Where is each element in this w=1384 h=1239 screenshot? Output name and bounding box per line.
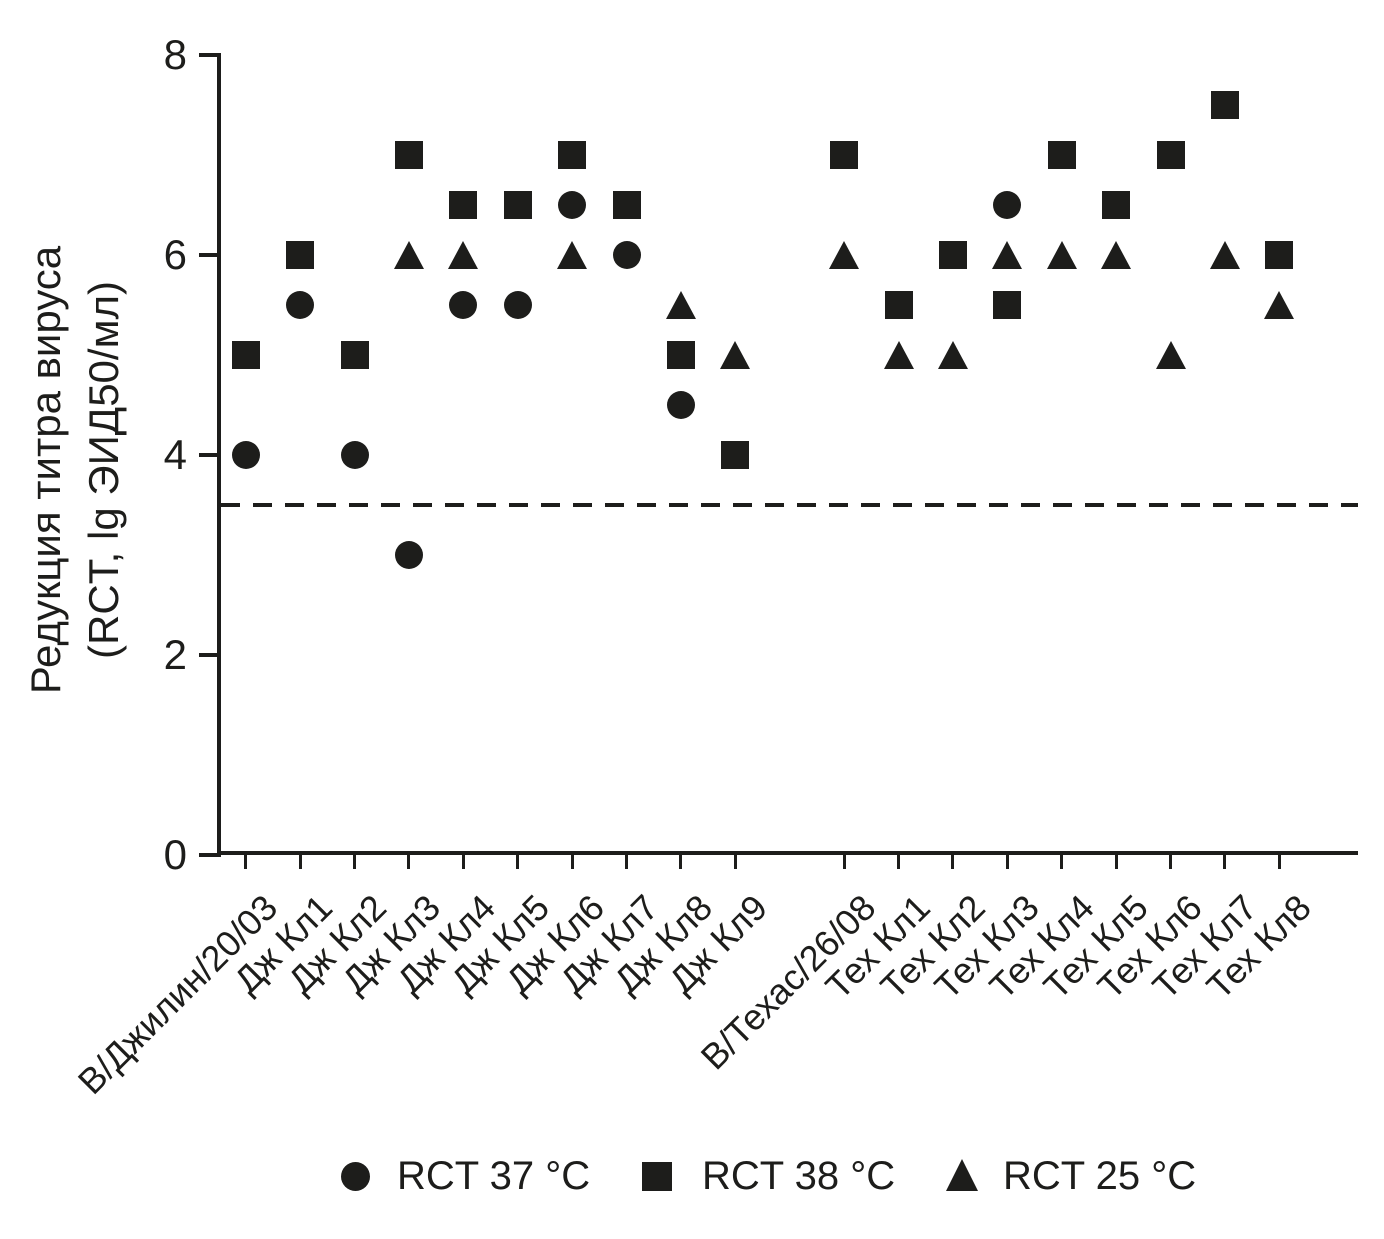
marker-square	[1102, 191, 1131, 219]
marker-triangle	[665, 291, 696, 319]
marker-triangle	[1264, 291, 1295, 319]
legend-square-marker	[642, 1162, 672, 1191]
x-tick	[733, 853, 737, 869]
x-tick	[1060, 853, 1064, 869]
x-tick	[1005, 853, 1009, 869]
marker-triangle	[1155, 341, 1186, 369]
marker-square	[503, 191, 532, 219]
marker-square	[286, 241, 315, 269]
x-tick	[1114, 853, 1118, 869]
marker-triangle	[937, 341, 968, 369]
marker-triangle	[992, 241, 1023, 269]
marker-square	[830, 141, 859, 169]
marker-circle	[449, 291, 478, 319]
y-tick	[199, 653, 219, 657]
marker-square	[721, 441, 750, 469]
y-tick	[199, 53, 219, 57]
x-axis-line	[217, 851, 1358, 855]
marker-square	[1265, 241, 1294, 269]
y-tick-label: 4	[163, 431, 187, 478]
x-tick	[461, 853, 465, 869]
marker-triangle	[557, 241, 588, 269]
marker-square	[1047, 141, 1076, 169]
marker-circle	[503, 291, 532, 319]
marker-triangle	[1046, 241, 1077, 269]
legend-label-rct25: RCT 25 °C	[1003, 1154, 1197, 1198]
marker-circle	[558, 191, 587, 219]
marker-square	[1156, 141, 1185, 169]
y-tick-label: 0	[163, 831, 187, 878]
marker-circle	[394, 541, 423, 569]
x-tick	[570, 853, 574, 869]
marker-square	[612, 191, 641, 219]
legend-label-rct38: RCT 38 °C	[702, 1154, 896, 1198]
marker-square	[666, 341, 695, 369]
threshold-dashed-line	[221, 503, 1358, 507]
marker-circle	[286, 291, 315, 319]
marker-square	[993, 291, 1022, 319]
marker-triangle	[1101, 241, 1132, 269]
marker-triangle	[720, 341, 751, 369]
legend-label-rct37: RCT 37 °C	[397, 1154, 591, 1198]
x-tick	[407, 853, 411, 869]
marker-square	[449, 191, 478, 219]
marker-circle	[231, 441, 260, 469]
x-tick	[353, 853, 356, 869]
marker-circle	[666, 391, 695, 419]
legend-triangle-marker	[946, 1159, 978, 1191]
marker-square	[231, 341, 260, 369]
y-tick-label: 2	[163, 631, 187, 678]
marker-square	[558, 141, 587, 169]
marker-circle	[340, 441, 369, 469]
x-tick	[244, 853, 248, 869]
x-tick	[1169, 853, 1172, 869]
y-tick	[199, 453, 219, 457]
marker-square	[394, 141, 423, 169]
y-tick-label: 8	[163, 31, 187, 78]
legend-circle-marker	[341, 1162, 370, 1191]
marker-triangle	[829, 241, 860, 269]
x-tick	[897, 853, 900, 869]
marker-triangle	[448, 241, 479, 269]
marker-triangle	[1209, 241, 1240, 269]
marker-circle	[612, 241, 641, 269]
x-tick	[298, 853, 302, 869]
y-tick-label: 6	[163, 231, 187, 278]
y-axis-line	[217, 53, 221, 857]
y-tick	[199, 253, 219, 257]
x-tick	[842, 853, 846, 869]
x-tick	[1223, 853, 1227, 869]
y-tick	[199, 853, 219, 857]
marker-square	[884, 291, 913, 319]
marker-circle	[993, 191, 1022, 219]
x-tick	[625, 853, 628, 869]
marker-square	[340, 341, 369, 369]
x-tick	[516, 853, 520, 869]
marker-triangle	[883, 341, 914, 369]
marker-square	[938, 241, 967, 269]
marker-square	[1210, 91, 1239, 119]
marker-triangle	[393, 241, 424, 269]
x-tick	[1277, 853, 1281, 869]
x-tick	[951, 853, 955, 869]
x-tick	[679, 853, 683, 869]
